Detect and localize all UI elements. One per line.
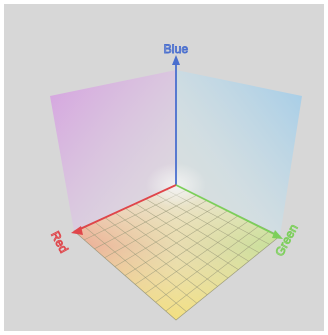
floor-grid	[84, 189, 270, 312]
floor-grid-line	[94, 221, 197, 304]
floor-grid-line	[124, 210, 229, 276]
floor-grid-line	[135, 215, 239, 285]
floor-grid-line	[145, 220, 249, 294]
floor-grid-line	[114, 212, 218, 287]
green-arrowhead-icon	[272, 230, 283, 239]
blue-axis	[172, 55, 180, 185]
floor-grid-line	[155, 225, 260, 303]
floor-grid-line	[165, 230, 270, 312]
red-axis	[71, 184, 177, 235]
floor-grid-line	[84, 226, 187, 312]
blue-axis-label: Blue	[164, 42, 189, 56]
floor-grid-line	[104, 216, 208, 296]
blue-arrowhead-icon	[172, 55, 180, 65]
red-arrowhead-icon	[71, 226, 83, 235]
rgb-cube-diagram: Blue Red Green	[4, 4, 324, 331]
green-axis	[175, 184, 283, 239]
floor	[73, 184, 281, 321]
back-left-wall	[50, 70, 176, 231]
back-right-wall	[176, 70, 302, 236]
